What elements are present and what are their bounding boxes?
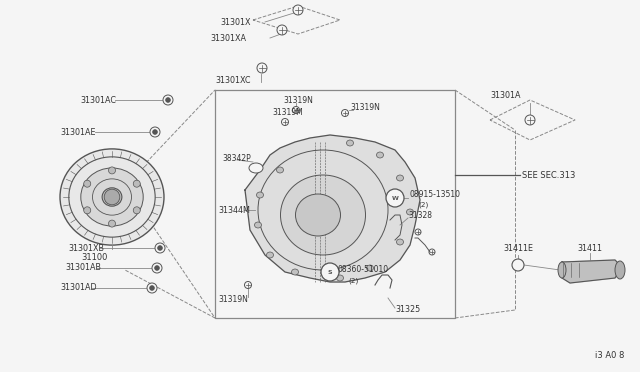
Ellipse shape: [255, 222, 262, 228]
Ellipse shape: [280, 175, 365, 255]
Circle shape: [109, 167, 115, 174]
Circle shape: [277, 25, 287, 35]
Ellipse shape: [558, 262, 566, 278]
Text: (2): (2): [348, 278, 358, 284]
Circle shape: [321, 263, 339, 281]
Ellipse shape: [291, 269, 298, 275]
Text: 31301AE: 31301AE: [60, 128, 95, 137]
Circle shape: [147, 283, 157, 293]
Circle shape: [150, 286, 154, 290]
Text: 31344M: 31344M: [218, 205, 250, 215]
Circle shape: [512, 259, 524, 271]
Ellipse shape: [102, 188, 122, 206]
Circle shape: [386, 189, 404, 207]
Text: 31411E: 31411E: [503, 244, 533, 253]
Polygon shape: [562, 260, 620, 283]
Text: W: W: [392, 196, 399, 201]
Text: 31301AB: 31301AB: [65, 263, 101, 273]
Text: SEE SEC.313: SEE SEC.313: [522, 170, 575, 180]
Text: 31301XA: 31301XA: [210, 33, 246, 42]
Ellipse shape: [397, 175, 403, 181]
Circle shape: [292, 106, 300, 113]
Ellipse shape: [257, 192, 264, 198]
Text: 38342P: 38342P: [222, 154, 251, 163]
Circle shape: [293, 5, 303, 15]
Text: 31301XC: 31301XC: [215, 76, 250, 84]
Circle shape: [152, 263, 162, 273]
Circle shape: [282, 119, 289, 125]
Text: 08360-51010: 08360-51010: [338, 266, 389, 275]
Circle shape: [104, 189, 120, 205]
Ellipse shape: [406, 209, 413, 215]
Circle shape: [84, 207, 91, 214]
Text: 31319M: 31319M: [272, 108, 303, 116]
Ellipse shape: [296, 194, 340, 236]
Circle shape: [84, 180, 91, 187]
Text: 31325: 31325: [395, 305, 420, 314]
Ellipse shape: [60, 149, 164, 245]
Circle shape: [133, 180, 140, 187]
Circle shape: [150, 127, 160, 137]
Circle shape: [163, 95, 173, 105]
Ellipse shape: [266, 252, 273, 258]
Polygon shape: [245, 135, 420, 282]
Text: i3 A0 8: i3 A0 8: [595, 350, 625, 359]
Circle shape: [153, 130, 157, 134]
Text: 31100: 31100: [81, 253, 107, 262]
Text: 31319N: 31319N: [350, 103, 380, 112]
Ellipse shape: [249, 163, 263, 173]
Text: 31301A: 31301A: [490, 90, 520, 99]
Circle shape: [166, 98, 170, 102]
Circle shape: [429, 249, 435, 255]
Text: 31301X: 31301X: [220, 17, 250, 26]
Ellipse shape: [367, 265, 374, 271]
Text: (2): (2): [418, 202, 428, 208]
Text: S: S: [328, 269, 332, 275]
Circle shape: [257, 63, 267, 73]
Circle shape: [155, 243, 165, 253]
Circle shape: [133, 207, 140, 214]
Text: 31411: 31411: [577, 244, 602, 253]
Ellipse shape: [397, 239, 403, 245]
Ellipse shape: [276, 167, 284, 173]
Text: 31328: 31328: [408, 211, 432, 219]
Circle shape: [415, 229, 421, 235]
Circle shape: [109, 220, 115, 227]
Circle shape: [525, 115, 535, 125]
Ellipse shape: [615, 261, 625, 279]
Text: 31301AD: 31301AD: [60, 283, 97, 292]
Text: 31319N: 31319N: [218, 295, 248, 305]
Ellipse shape: [81, 168, 143, 226]
Circle shape: [157, 246, 163, 250]
Ellipse shape: [376, 152, 383, 158]
Text: 31301AC: 31301AC: [80, 96, 116, 105]
Ellipse shape: [337, 275, 344, 281]
Text: 31319N: 31319N: [283, 96, 313, 105]
Text: 08915-13510: 08915-13510: [410, 189, 461, 199]
Circle shape: [155, 266, 159, 270]
Ellipse shape: [346, 140, 353, 146]
Text: 31301XB: 31301XB: [68, 244, 104, 253]
Circle shape: [244, 282, 252, 289]
Circle shape: [342, 109, 349, 116]
